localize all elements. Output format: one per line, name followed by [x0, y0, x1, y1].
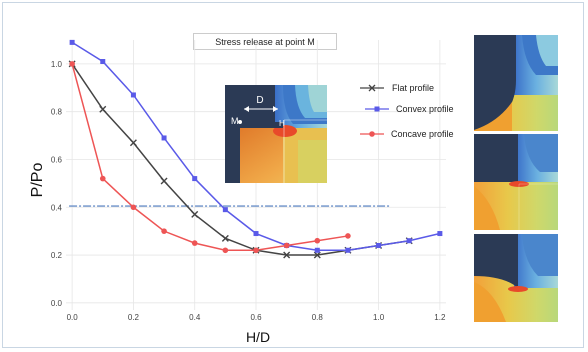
y-tick-label: 0.2 — [51, 251, 63, 260]
y-axis-label: P/Po — [29, 163, 46, 198]
series-line — [71, 63, 349, 252]
data-point — [222, 207, 228, 213]
data-point — [283, 242, 290, 249]
data-point — [161, 228, 167, 234]
y-tick-label: 0.0 — [51, 299, 63, 308]
series-convex — [69, 39, 443, 253]
legend-item-concave: Concave profile — [360, 129, 454, 139]
x-tick-label: 0.0 — [67, 313, 79, 322]
series-concave — [69, 61, 351, 254]
data-point — [437, 231, 443, 237]
data-point — [130, 92, 136, 98]
x-tick-label: 1.2 — [434, 313, 446, 322]
x-tick-label: 0.4 — [189, 313, 201, 322]
inset-d-label: D — [256, 95, 263, 106]
y-tick-label: 0.4 — [51, 203, 63, 212]
data-point — [160, 177, 168, 185]
data-point — [129, 139, 137, 147]
series-layer — [68, 39, 443, 259]
x-tick-label: 0.6 — [250, 313, 262, 322]
legend-item-flat: Flat profile — [360, 83, 434, 93]
axes-layer: 0.0 0.2 0.4 0.6 0.8 1.0 1.2 0.0 0.2 0.4 0.6 0.8 1.0 — [51, 60, 446, 322]
data-point — [283, 251, 291, 259]
data-point — [253, 231, 259, 237]
data-point — [222, 247, 229, 254]
data-point — [345, 233, 351, 239]
inset-m-label: M — [231, 116, 239, 126]
y-tick-label: 0.6 — [51, 155, 63, 164]
chart-title: Stress release at point M — [193, 33, 337, 50]
data-point — [376, 242, 382, 248]
x-axis-label: H/D — [246, 329, 270, 345]
legend-item-convex: Convex profile — [365, 104, 454, 114]
legend-label-concave: Concave profile — [391, 129, 454, 139]
x-tick-label: 0.8 — [312, 313, 324, 322]
data-point — [221, 234, 229, 242]
data-point — [191, 210, 199, 218]
data-point — [313, 251, 321, 259]
data-point — [100, 59, 106, 65]
data-point — [130, 204, 137, 211]
x-tick-label: 1.0 — [373, 313, 385, 322]
data-point — [406, 238, 412, 244]
data-point — [345, 247, 351, 253]
contour-thumbnail-concave — [474, 234, 558, 322]
data-point — [99, 175, 106, 182]
inset-contour-image: D M H — [225, 85, 327, 183]
data-point — [314, 247, 320, 253]
inset-h-label: H — [279, 119, 285, 128]
data-point — [314, 237, 321, 244]
contour-thumbnail-convex — [474, 35, 558, 131]
data-point — [192, 176, 198, 182]
y-tick-label: 1.0 — [51, 60, 63, 69]
legend-label-convex: Convex profile — [396, 104, 454, 114]
legend-label-flat: Flat profile — [392, 83, 434, 93]
data-point — [99, 105, 107, 113]
data-point — [191, 240, 198, 246]
data-point — [161, 135, 167, 141]
data-point — [69, 61, 75, 67]
y-tick-label: 0.8 — [51, 108, 63, 117]
data-point — [69, 39, 75, 45]
data-point — [253, 247, 259, 254]
contour-thumbnail-flat — [474, 134, 558, 230]
legend: Flat profile Convex profile Concave prof… — [360, 83, 454, 139]
x-tick-label: 0.2 — [128, 313, 140, 322]
